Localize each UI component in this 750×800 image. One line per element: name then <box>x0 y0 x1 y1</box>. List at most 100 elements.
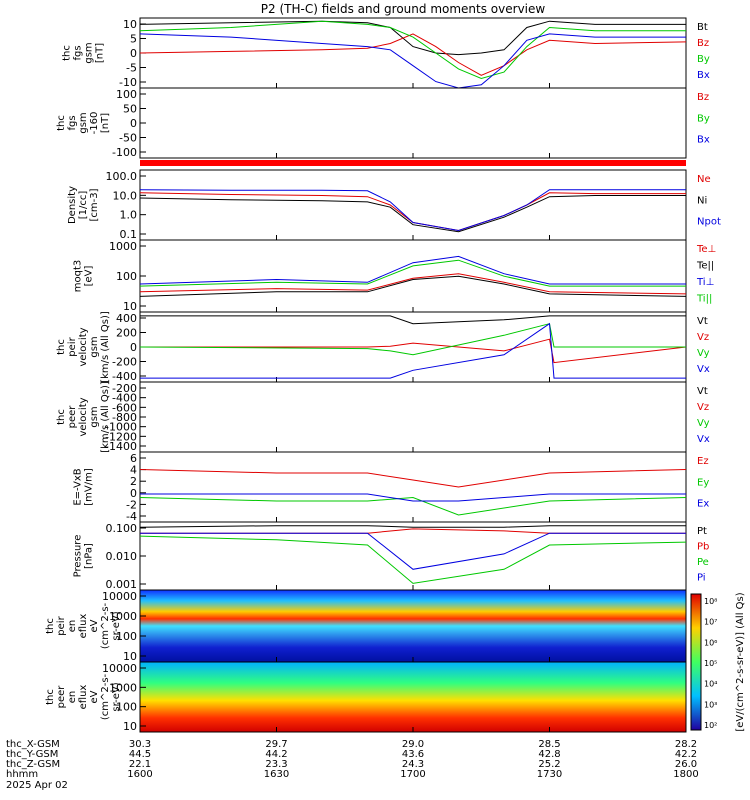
ylabel-line: moqt3 <box>73 260 84 293</box>
legend-Vy: Vy <box>697 418 710 429</box>
series-Vy <box>139 323 686 356</box>
legend-Bx: Bx <box>697 70 710 81</box>
ytick-label: 100.0 <box>106 170 138 183</box>
ephem-value: 43.6 <box>402 749 424 760</box>
legend-Vx: Vx <box>697 364 710 375</box>
spectrogram-9 <box>140 662 686 732</box>
ytick-label: 100 <box>116 88 137 101</box>
ylabel-line: velocity <box>78 397 89 436</box>
ephem-value: 28.5 <box>538 739 560 750</box>
legend-Ti||: Ti|| <box>696 294 712 305</box>
series-Ti⊥ <box>139 255 686 285</box>
ytick-label: 100 <box>116 630 137 643</box>
panel-8: 10000 1000 100 10 thc peir en eflux eV (cm^2-s-sr… <box>45 589 687 663</box>
separator-bar <box>140 160 686 166</box>
ytick-label: 6 <box>130 452 137 465</box>
legend-By: By <box>697 54 710 65</box>
ytick-label: -100 <box>112 146 137 159</box>
ytick-label: 400 <box>116 312 137 325</box>
panel-1: 100 500 -50-100 thc fgs gsm -160 [nT] Bz By Bx <box>56 87 710 159</box>
legend-By: By <box>697 113 710 124</box>
ylabel-line: en <box>67 620 78 633</box>
ytick-label: 200 <box>116 327 137 340</box>
ytick-label: 10.0 <box>113 189 138 202</box>
ytick-label: 10000 <box>102 662 137 675</box>
ephem-value: 44.5 <box>129 749 151 760</box>
ylabel-line: [eV] <box>84 266 95 287</box>
colorbar-tick: 10⁷ <box>704 618 717 627</box>
legend-Ti⊥: Ti⊥ <box>696 277 714 288</box>
ytick-label: 0 <box>130 47 137 60</box>
ylabel-line: thc <box>56 339 67 355</box>
ytick-label: 1.0 <box>120 209 138 222</box>
series-Bt <box>139 20 686 56</box>
colorbar <box>690 593 702 731</box>
legend-Vt: Vt <box>697 386 708 397</box>
legend-Pb: Pb <box>697 542 709 553</box>
ylabel-line: fgs <box>67 115 78 130</box>
ytick-label: 0 <box>130 487 137 500</box>
ylabel-line: eV <box>89 619 100 632</box>
ytick-label: -600 <box>112 401 137 414</box>
ephem-value: 42.2 <box>675 749 697 760</box>
ytick-label: 0 <box>130 341 137 354</box>
ytick-label: -5 <box>126 62 137 75</box>
legend-Npot: Npot <box>697 217 721 228</box>
panel-3: 1000 100 10 moqt3 [eV] Te⊥ Te|| Ti⊥ Ti|| <box>73 239 716 313</box>
ytick-label: 10 <box>123 300 137 313</box>
panel-frame <box>139 169 687 241</box>
legend-Bz: Bz <box>697 92 709 103</box>
ytick-label: -50 <box>119 132 137 145</box>
ytick-label: 1000 <box>109 610 137 623</box>
ephem-value: 23.3 <box>265 759 287 770</box>
colorbar-tick: 10² <box>704 721 717 730</box>
legend-Bz: Bz <box>697 38 709 49</box>
colorbar-tick: 10³ <box>704 700 717 709</box>
figure-title: P2 (TH-C) fields and ground moments over… <box>261 2 546 16</box>
ephem-value: 22.1 <box>129 759 151 770</box>
ylabel-line: sr-eV) <box>111 682 122 711</box>
ytick-label: 2 <box>130 475 137 488</box>
panel-0: 10 50 -5-10 thc fgs gsm [nT] Bt Bz By Bx <box>62 17 710 89</box>
series-Pe <box>139 535 687 584</box>
ytick-label: -400 <box>112 370 137 383</box>
ephem-value: 1730 <box>537 769 562 780</box>
ytick-label: 10 <box>123 720 137 733</box>
ytick-label: 1000 <box>109 240 137 253</box>
ytick-label: 0.001 <box>106 578 138 591</box>
ephem-value: 30.3 <box>129 739 151 750</box>
ylabel-line: [nT] <box>100 113 111 133</box>
legend-Pe: Pe <box>697 557 709 568</box>
legend-Te⊥: Te⊥ <box>696 244 716 255</box>
ylabel-line: peir <box>56 615 67 635</box>
ylabel-line: gsm <box>84 42 95 63</box>
series-Ni <box>139 195 686 233</box>
ytick-label: -800 <box>112 411 137 424</box>
ytick-label: 100 <box>116 270 137 283</box>
ytick-label: -1000 <box>105 421 137 434</box>
ylabel-line: [km/s (All Qs)] <box>100 311 111 383</box>
panel-2: 100.0 10.0 1.0 0.1 Density [1/cc] [cm-3] Ne Ni Np… <box>67 169 721 241</box>
ytick-label: 0.100 <box>106 522 138 535</box>
ytick-label: -1200 <box>105 430 137 443</box>
legend-Vy: Vy <box>697 348 710 359</box>
ylabel-line: thc <box>45 689 56 705</box>
ylabel-line: [cm-3] <box>89 188 100 221</box>
legend-Ez: Ez <box>697 456 709 467</box>
spectrogram-8 <box>140 590 686 662</box>
ephem-value: 44.2 <box>265 749 287 760</box>
ylabel-line: sr-eV) <box>111 611 122 640</box>
series-By <box>139 20 686 80</box>
ylabel-line: thc <box>56 409 67 425</box>
ylabel-line: en <box>67 691 78 704</box>
ephem-value: 29.0 <box>402 739 424 750</box>
ephem-row-label: thc_Z-GSM <box>6 759 60 770</box>
ytick-label: -200 <box>112 356 137 369</box>
series-Pt <box>139 525 686 528</box>
ylabel-line: [km/s (All Qs)] <box>100 381 111 453</box>
ylabel-line: peer <box>67 405 78 429</box>
legend-Pt: Pt <box>697 526 707 537</box>
legend-Ex: Ex <box>697 499 709 510</box>
